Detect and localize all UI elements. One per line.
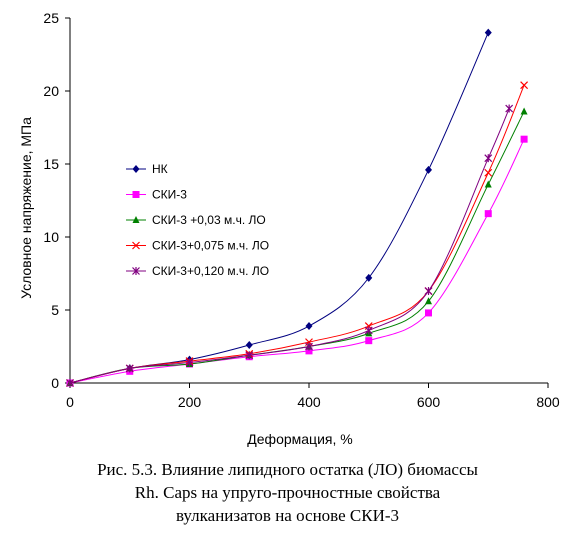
data-point xyxy=(425,297,432,305)
legend-label: СКИ-3+0,075 м.ч. ЛО xyxy=(152,239,269,253)
legend-marker xyxy=(132,241,140,250)
series-4 xyxy=(66,81,529,387)
data-point xyxy=(484,180,492,188)
data-point xyxy=(365,337,373,345)
data-point xyxy=(520,107,528,115)
legend-marker xyxy=(132,267,140,275)
x-tick-label: 800 xyxy=(536,394,560,410)
data-point xyxy=(185,358,194,367)
legend-entry-4: СКИ-3+0,075 м.ч. ЛО xyxy=(126,239,269,253)
data-point xyxy=(66,379,74,387)
y-axis-label: Условное напряжение, МПа xyxy=(18,117,34,299)
legend-marker xyxy=(132,191,140,198)
series-line xyxy=(69,32,489,384)
series-line xyxy=(69,138,525,384)
figure-caption: Рис. 5.3. Влияние липидного остатка (ЛО)… xyxy=(0,458,575,527)
legend-label: СКИ-3 xyxy=(152,188,187,202)
y-tick-label: 20 xyxy=(43,83,59,99)
data-point xyxy=(305,342,313,351)
x-tick-label: 200 xyxy=(178,394,202,410)
data-point xyxy=(484,168,493,177)
data-point xyxy=(245,351,254,360)
data-point xyxy=(484,154,493,163)
data-point xyxy=(520,81,529,90)
series-3 xyxy=(66,107,528,386)
legend-label: СКИ-3+0,120 м.ч. ЛО xyxy=(152,264,269,278)
legend-entry-3: СКИ-3 +0,03 м.ч. ЛО xyxy=(126,213,266,227)
data-point xyxy=(125,364,134,373)
axes: 0 200 400 600 800 0 5 10 15 20 25 xyxy=(43,10,559,410)
legend-label: СКИ-3 +0,03 м.ч. ЛО xyxy=(152,213,266,227)
data-point xyxy=(484,28,492,37)
data-point xyxy=(425,309,432,317)
data-point xyxy=(305,347,313,355)
x-tick-label: 400 xyxy=(297,394,321,410)
x-tick-label: 600 xyxy=(417,394,441,410)
legend-entry-5: СКИ-3+0,120 м.ч. ЛО xyxy=(126,264,269,278)
legend-marker xyxy=(132,165,140,173)
series-5 xyxy=(66,104,514,387)
stress-strain-chart: 0 200 400 600 800 0 5 10 15 20 25 НК СКИ-3 СКИ-3 +0,… xyxy=(18,10,560,447)
series-line xyxy=(69,111,525,384)
legend-entry-1: НК xyxy=(126,162,168,176)
y-tick-label: 15 xyxy=(43,156,59,172)
legend-marker xyxy=(132,216,140,223)
legend: НК СКИ-3 СКИ-3 +0,03 м.ч. ЛО СКИ-3+0,075 м.… xyxy=(126,162,269,278)
y-tick-label: 0 xyxy=(51,375,59,391)
caption-line-1: Рис. 5.3. Влияние липидного остатка (ЛО)… xyxy=(97,460,478,479)
series-layer xyxy=(66,28,529,387)
data-point xyxy=(365,273,373,282)
data-point xyxy=(424,287,433,296)
caption-line-3: вулканизатов на основе СКИ-3 xyxy=(175,506,400,525)
legend-entry-2: СКИ-3 xyxy=(126,188,187,202)
series-line xyxy=(69,84,525,384)
series-line xyxy=(69,108,510,384)
data-point xyxy=(305,322,313,331)
y-tick-label: 10 xyxy=(43,229,59,245)
series-1 xyxy=(66,28,492,387)
data-point xyxy=(520,135,528,143)
data-point xyxy=(425,165,432,174)
data-point xyxy=(484,210,492,218)
data-point xyxy=(245,341,253,350)
x-axis-label: Деформация, % xyxy=(247,431,352,447)
x-tick-label: 0 xyxy=(66,394,74,410)
data-point xyxy=(505,104,514,113)
data-point xyxy=(364,326,373,335)
y-tick-label: 25 xyxy=(43,10,59,26)
y-tick-label: 5 xyxy=(51,302,59,318)
caption-line-2: Rh. Caps на упруго-прочностные свойства xyxy=(134,483,441,502)
legend-label: НК xyxy=(152,162,168,176)
